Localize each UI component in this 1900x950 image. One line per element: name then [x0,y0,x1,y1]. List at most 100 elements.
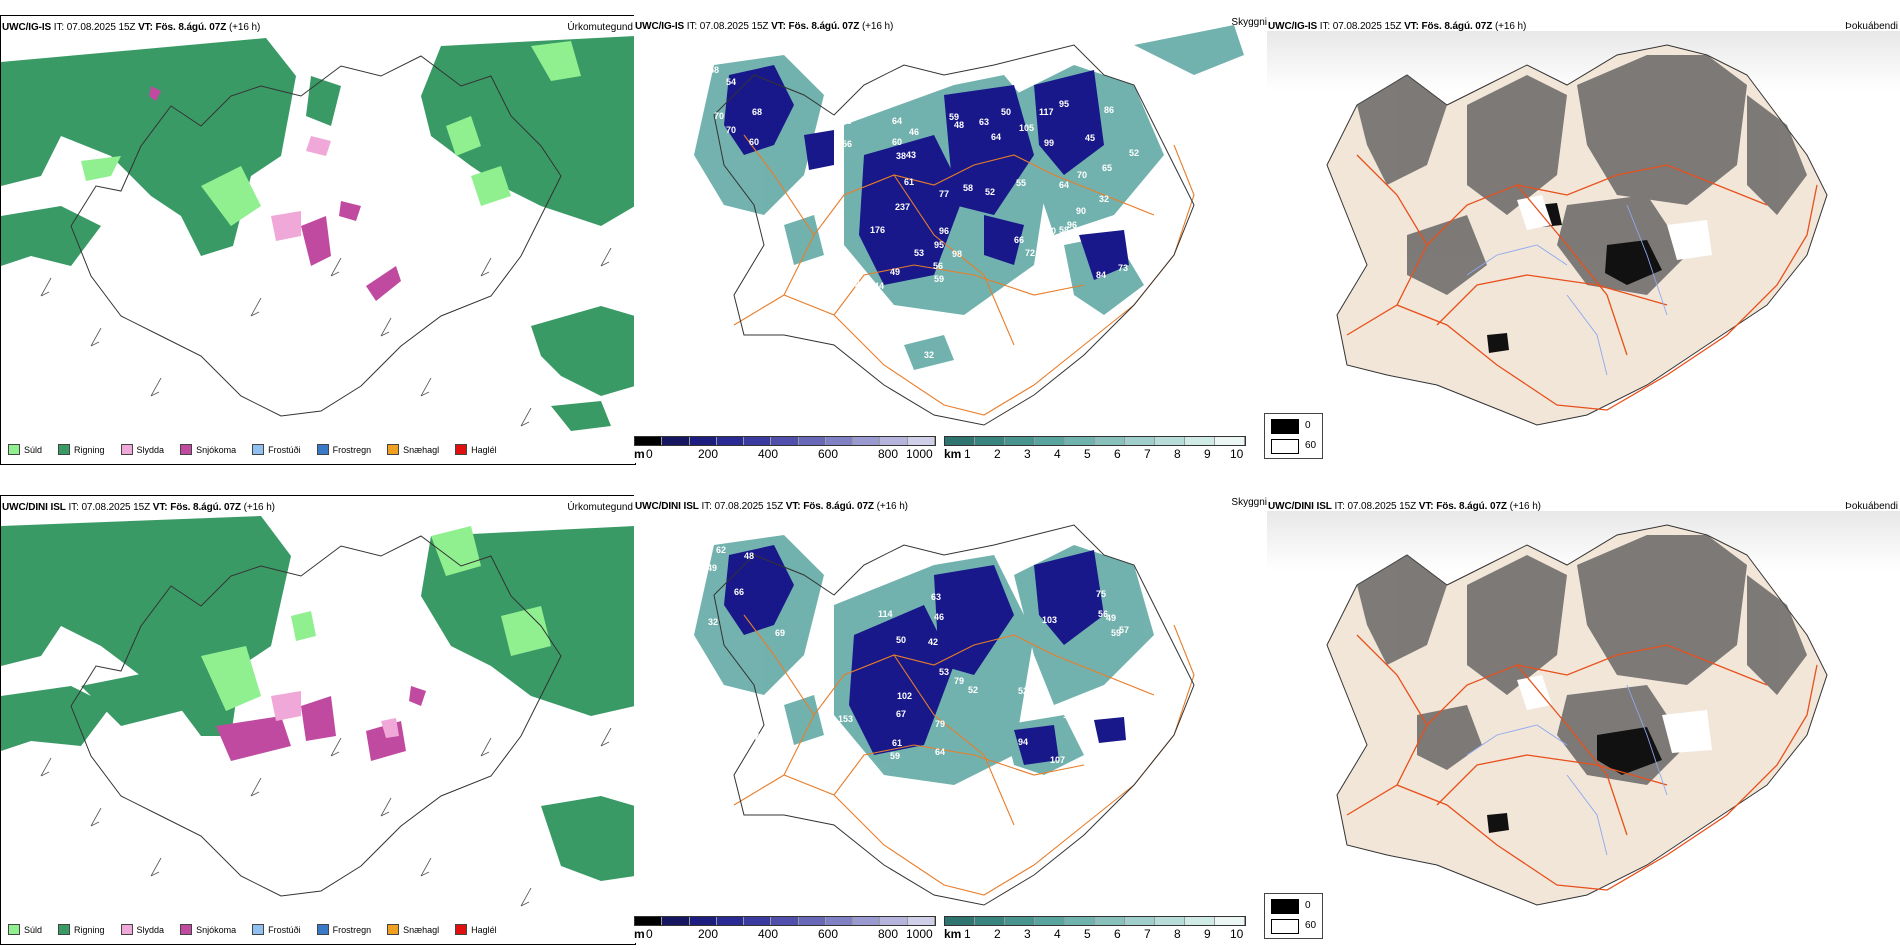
cloud-base-value: 59 [1111,628,1122,638]
ceiling-colorbar [634,436,936,446]
cloud-base-value: 70 [726,125,737,135]
cloud-base-value: 50 [1001,107,1012,117]
precip-legend: Súld Rigning Slydda Snjókoma Frostúði Fr… [1,444,506,455]
panel-type-label: Skyggni [1231,17,1267,28]
cloud-base-value: 46 [934,612,945,622]
legend-item: Súld [1,444,42,455]
cloud-base-value: 95 [934,240,945,250]
cloud-base-value: 73 [1118,263,1129,273]
cloud-base-value: 56 [1098,609,1109,619]
cloud-base-value: 57 [1119,625,1130,635]
cloud-base-value: 106 [934,380,950,390]
cloud-base-value: 61 [892,738,903,748]
legend-item: Snæhagl [380,444,439,455]
cloud-base-value: 52 [985,187,996,197]
precip-legend: Súld Rigning Slydda Snjókoma Frostúði Fr… [1,924,506,935]
cloud-base-value: 66 [1014,235,1025,245]
cloud-base-value: 96 [1067,220,1078,230]
legend-item: Slydda [114,444,164,455]
visibility-unit: km [944,447,962,461]
cloud-base-value: 42 [850,279,861,289]
legend-item: Frostregn [310,444,371,455]
iceland-outline [70,55,562,417]
cloud-base-value: 105 [1019,123,1035,133]
cloud-base-value: 58 [1059,225,1070,235]
cloud-base-value: 44 [874,281,885,291]
ceiling-unit: m [634,927,645,941]
cloud-base-value: 108 [742,232,758,242]
cloud-base-value: 105 [1063,710,1079,720]
visibility-unit: km [944,927,962,941]
cloud-visibility-panel-1: UWC/IG-IS IT: 07.08.2025 15Z VT: Fös. 8.… [634,15,1267,463]
legend-item: Snæhagl [380,924,439,935]
cloud-base-value: 32 [708,617,719,627]
cloud-base-value: 176 [870,225,886,235]
cloud-base-value: 70 [714,111,725,121]
legend-item: Frostregn [310,924,371,935]
cloud-base-value: 43 [906,150,917,160]
cloud-base-value: 42 [928,637,939,647]
cloud-base-value: 62 [716,545,727,555]
cloud-base-value: 60 [864,760,875,770]
fog-map-2 [1267,511,1900,906]
fog-map-1 [1267,31,1900,426]
cloud-base-value: 63 [931,592,942,602]
cloud-base-value: 54 [726,77,737,87]
cloud-base-value: 96 [1084,750,1095,760]
cloud-map-2 [694,524,1195,906]
cloud-base-value: 59 [949,112,960,122]
cloud-base-value: 38 [896,151,907,161]
cloud-base-value: 75 [1096,589,1107,599]
cloud-base-value: 103 [1042,615,1058,625]
cloud-base-value: 55 [1016,178,1027,188]
cloud-map-1 [694,25,1244,426]
cloud-base-value: 67 [896,709,907,719]
cloud-base-value: 86 [1104,105,1115,115]
cloud-base-value: 49 [1106,613,1117,623]
cloud-base-value: 96 [939,226,950,236]
cloud-base-value: 32 [1099,194,1110,204]
cloud-base-value: 45 [1085,133,1096,143]
cloud-base-value: 46 [909,127,920,137]
cloud-base-value: 58 [709,65,720,75]
cloud-base-value: 114 [878,609,893,619]
cloud-base-value: 97 [749,732,760,742]
cloud-base-value: 56 [933,261,944,271]
cloud-base-value: 106 [686,235,702,245]
cloud-base-value: 70 [1077,170,1088,180]
panel-title: UWC/IG-IS IT: 07.08.2025 15Z VT: Fös. 8.… [2,22,261,33]
cloud-base-value: 60 [749,137,760,147]
panel-type-label: Úrkomutegund [567,22,633,33]
panel-title: UWC/IG-IS IT: 07.08.2025 15Z VT: Fös. 8.… [1268,21,1527,32]
cloud-base-value: 79 [954,676,965,686]
panel-type-label: Skyggni [1231,497,1267,508]
precip-type-panel-1: UWC/IG-IS IT: 07.08.2025 15Z VT: Fös. 8.… [0,15,636,465]
cloud-base-value: 107 [1050,755,1066,765]
cloud-base-value: 50 [896,635,907,645]
cloud-base-value: 49 [707,563,718,573]
cloud-base-value: 98 [952,249,963,259]
precip-map-2 [1,516,635,907]
cloud-base-value: 64 [892,116,903,126]
ceiling-unit: m [634,447,645,461]
cloud-base-value: 52 [968,685,979,695]
cloud-base-value: 72 [1025,248,1036,258]
panel-type-label: Þokuábendi [1845,501,1898,512]
cloud-base-value: 59 [934,274,945,284]
legend-item: Snjókoma [173,924,236,935]
panel-title: UWC/DINI ISL IT: 07.08.2025 15Z VT: Fös.… [635,501,908,512]
legend-item: Frostúði [245,924,301,935]
cloud-base-value: 68 [752,107,763,117]
cloud-base-value: 48 [954,120,965,130]
cloud-base-value: 32 [924,350,935,360]
cloud-visibility-panel-2: UWC/DINI ISL IT: 07.08.2025 15Z VT: Fös.… [634,495,1267,943]
cloud-base-value: 237 [895,202,911,212]
fog-indicator-panel-2: UWC/DINI ISL IT: 07.08.2025 15Z VT: Fös.… [1267,495,1900,943]
cloud-base-value: 58 [963,183,974,193]
legend-item: Haglél [448,924,497,935]
cloud-base-value: 69 [842,116,853,126]
cloud-base-value: 66 [734,587,745,597]
legend-item: Rigning [51,924,105,935]
panel-title: UWC/IG-IS IT: 07.08.2025 15Z VT: Fös. 8.… [635,21,894,32]
legend-item: Súld [1,924,42,935]
